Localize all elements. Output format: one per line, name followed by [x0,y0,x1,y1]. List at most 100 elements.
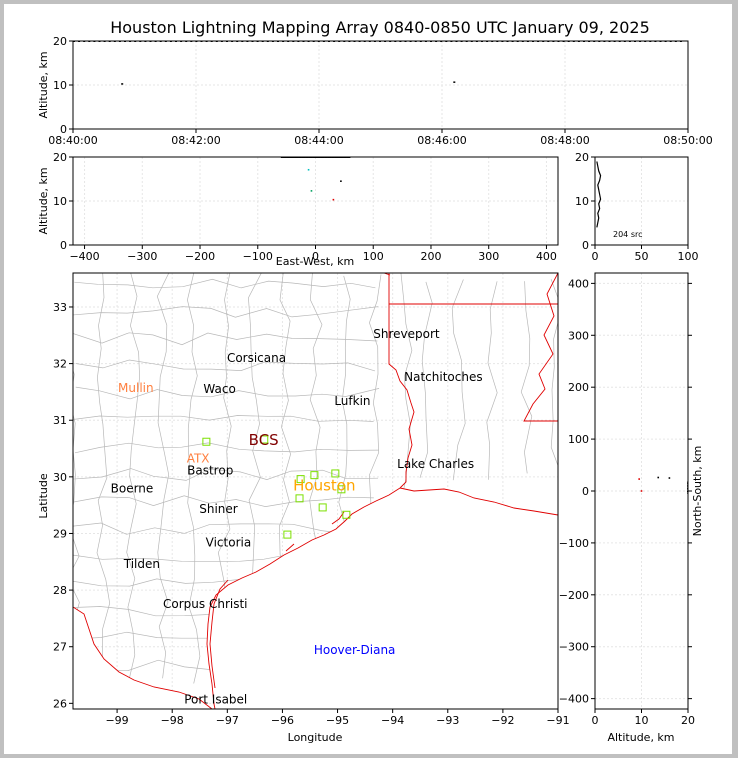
county-line [550,279,558,467]
network-station-marker [331,469,340,478]
source-point [332,198,335,201]
source-point [453,81,456,83]
network-stations [202,435,351,539]
y-tick-label: 26 [53,697,67,710]
county-borders [73,273,558,709]
x-tick-label: 08:40:00 [48,134,97,147]
x-tick-label: −95 [326,714,349,727]
plan-view-xlabel: Longitude [288,731,343,744]
x-tick-label: −200 [185,250,215,263]
x-tick-label: 400 [536,250,557,263]
texas-coastline [206,487,401,709]
x-tick-label: −96 [271,714,294,727]
county-line [73,306,379,318]
x-tick-label: 08:48:00 [540,134,589,147]
network-station-marker [260,435,269,444]
x-tick-label: 200 [420,250,441,263]
city-label: Waco [203,382,235,396]
county-line [126,273,140,683]
city-label: Port Isabel [184,692,247,706]
altitude-histogram-panel: 0 50 100 0 10 20 204 src [575,151,699,263]
y-tick-label: 20 [53,35,67,48]
mexico-coast [73,606,213,709]
source-point [657,476,660,479]
y-tick-label: 10 [575,195,589,208]
x-tick-label: 08:46:00 [417,134,466,147]
y-tick-label: 31 [53,414,67,427]
city-label: Corsicana [227,351,286,365]
county-line [156,273,170,679]
county-line [419,281,433,478]
county-line [451,279,466,481]
y-tick-label: 20 [575,151,589,164]
county-line [486,281,498,480]
y-tick-label: 200 [568,381,589,394]
source-count-annotation: 204 src [613,230,643,239]
x-tick-label: 08:50:00 [663,134,712,147]
tx-la-border [388,273,415,489]
county-line [74,278,376,289]
city-label: Tilden [123,557,160,571]
y-tick-label: 30 [53,471,67,484]
network-station-marker [318,503,327,512]
county-line [187,273,201,684]
city-label: Hoover-Diana [314,643,396,657]
network-station-marker [283,530,292,539]
county-line [520,281,533,474]
y-tick-label: 100 [568,433,589,446]
y-tick-label: 0 [582,239,589,252]
x-tick-label: −400 [69,250,99,263]
y-tick-label: −300 [559,641,589,654]
source-point [638,478,640,480]
county-line [73,522,375,535]
city-label: Mullin [118,381,154,395]
ew-altitude-panel: −400 −300 −200 −100 0 100 200 300 400 0 10 20 Altit… [37,151,559,268]
x-tick-label: −98 [161,714,184,727]
x-tick-label: −97 [216,714,239,727]
ns-altitude-panel: 0 10 20 −400 −300 −200 −100 0 100 200 300 400 North… [559,272,704,744]
network-station-marker [310,471,319,480]
y-tick-label: −100 [559,537,589,550]
county-line [73,332,378,346]
x-tick-label: −91 [546,714,569,727]
plan-view-ylabel: Latitude [37,473,50,519]
figure-frame: Houston Lightning Mapping Array 0840-085… [4,4,732,754]
city-label: Lake Charles [397,457,474,471]
y-tick-label: 29 [53,527,67,540]
source-point [310,190,313,192]
network-station-marker [202,437,211,446]
gulf-of-mexico [207,488,558,709]
city-label: Natchitoches [404,370,482,384]
city-label: Shiner [199,502,238,516]
source-point [668,477,671,479]
la-ms-border [523,273,558,422]
county-line [73,468,379,481]
x-tick-label: −99 [105,714,128,727]
city-label: BCS [249,431,279,449]
plan-view-panel: Shreveport Corsicana Natchitoches Mullin Wac… [37,272,570,744]
ew-altitude-ylabel: Altitude, km [37,167,50,234]
x-tick-label: 50 [635,250,649,263]
x-tick-label: −93 [436,714,459,727]
y-tick-label: −200 [559,589,589,602]
x-tick-label: 10 [635,714,649,727]
city-label: Houston [293,476,355,494]
network-station-marker [296,475,305,484]
ns-altitude-xlabel: Altitude, km [607,731,674,744]
x-tick-label: 08:42:00 [171,134,220,147]
county-line [75,386,380,400]
network-station-marker [295,494,304,503]
city-label: Corpus Christi [163,597,248,611]
texas-inner-coast [209,511,345,689]
x-tick-label: −100 [243,250,273,263]
x-tick-label: 0 [592,250,599,263]
x-tick-label: −300 [127,250,157,263]
city-label: Lufkin [334,394,370,408]
x-tick-label: 100 [678,250,699,263]
x-tick-label: −94 [381,714,404,727]
ew-altitude-xlabel: East-West, km [276,255,354,268]
y-tick-label: 28 [53,584,67,597]
y-tick-label: 27 [53,641,67,654]
y-tick-label: 0 [60,123,67,136]
y-tick-label: 20 [53,151,67,164]
